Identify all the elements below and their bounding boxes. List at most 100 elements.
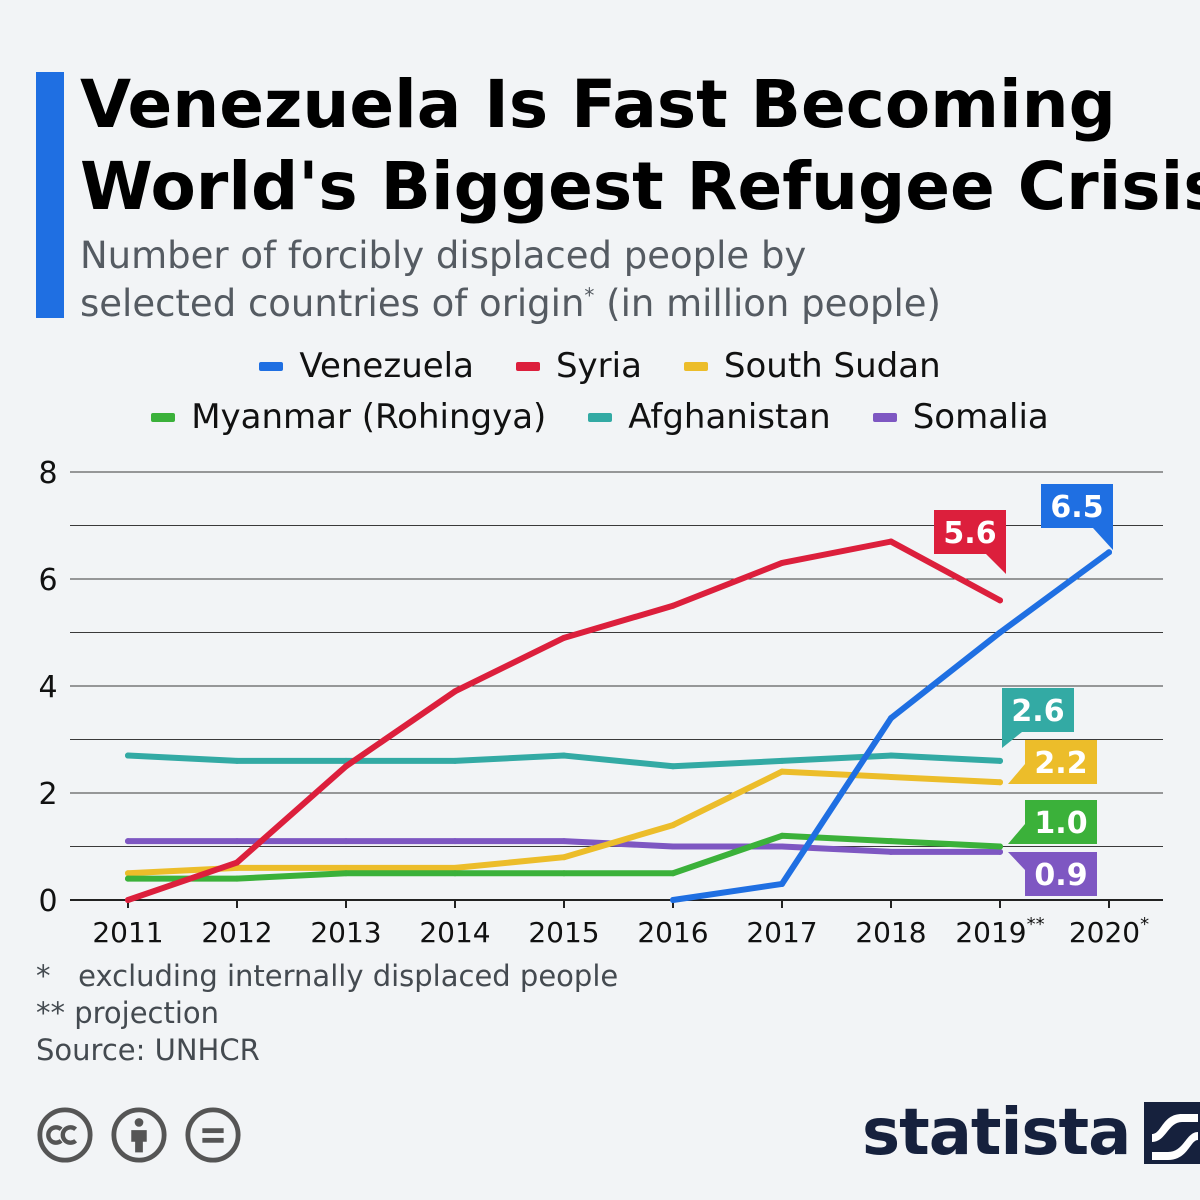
data-point — [452, 864, 458, 871]
data-point — [343, 838, 349, 845]
data-point — [561, 838, 567, 845]
end-label-box-venezuela — [1041, 484, 1113, 528]
source-note: Source: UNHCR — [36, 1033, 260, 1067]
subtitle-line-1: Number of forcibly displaced people by — [80, 234, 807, 277]
data-point — [997, 843, 1003, 850]
legend-item-somalia: Somalia — [872, 397, 1049, 437]
brand-wordmark: statista — [862, 1096, 1131, 1170]
legend-row-2: Myanmar (Rohingya) Afghanistan Somalia — [0, 397, 1200, 437]
title-line-2: World's Biggest Refugee Crisis — [80, 148, 1200, 225]
data-point — [234, 838, 240, 845]
x-tick-label: 2017 — [746, 916, 817, 949]
data-point — [561, 634, 567, 641]
data-point — [125, 870, 131, 877]
data-point — [997, 848, 1003, 855]
legend-item-myanmar: Myanmar (Rohingya) — [151, 397, 546, 437]
legend-label-somalia: Somalia — [912, 397, 1049, 437]
data-point — [888, 838, 894, 845]
subtitle-footnote-marker: * — [584, 283, 595, 308]
data-point — [234, 757, 240, 764]
data-point — [452, 757, 458, 764]
data-point — [125, 752, 131, 759]
title-line-1: Venezuela Is Fast Becoming — [80, 66, 1116, 143]
x-tick-label: 2018 — [855, 916, 926, 949]
data-point — [779, 559, 785, 566]
legend-swatch-syria — [515, 361, 540, 371]
subtitle-line-2-main: selected countries of origin — [80, 282, 585, 325]
legend-item-venezuela: Venezuela — [259, 346, 474, 386]
legend-row-1: Venezuela Syria South Sudan — [0, 346, 1200, 386]
x-tick-label: 2020* — [1069, 914, 1149, 949]
statista-logo-icon — [1144, 1102, 1200, 1164]
data-point — [997, 597, 1003, 604]
data-point — [997, 779, 1003, 786]
end-label-box-syria — [934, 510, 1006, 554]
license-icons — [36, 1106, 242, 1164]
end-label-pointer-south-sudan — [1008, 764, 1025, 784]
y-tick-label: 6 — [38, 563, 57, 598]
data-point — [343, 763, 349, 770]
data-point — [452, 870, 458, 877]
page-title: Venezuela Is Fast Becoming World's Bigge… — [80, 64, 1200, 228]
legend-label-venezuela: Venezuela — [299, 346, 474, 386]
subtitle-line-2: selected countries of origin* (in millio… — [80, 280, 1080, 328]
data-point — [670, 822, 676, 829]
y-tick-label: 4 — [38, 670, 57, 705]
data-point — [779, 757, 785, 764]
legend-label-south-sudan: South Sudan — [723, 346, 941, 386]
data-point — [125, 875, 131, 882]
data-point — [997, 757, 1003, 764]
data-point — [670, 763, 676, 770]
legend-swatch-afghanistan — [588, 412, 613, 422]
end-label-box-afghanistan — [1002, 688, 1074, 732]
data-point — [234, 875, 240, 882]
end-label-venezuela: 6.5 — [1050, 490, 1103, 525]
legend-swatch-somalia — [872, 412, 897, 422]
end-label-syria: 5.6 — [943, 516, 996, 551]
x-tick-label: 2016 — [637, 916, 708, 949]
end-label-box-south-sudan — [1025, 740, 1097, 784]
end-label-pointer-somalia — [1008, 852, 1025, 870]
y-tick-label: 0 — [38, 884, 57, 919]
end-label-myanmar-rohingya: 1.0 — [1034, 806, 1087, 841]
y-tick-label: 8 — [38, 456, 57, 491]
data-point — [125, 838, 131, 845]
data-point — [779, 832, 785, 839]
data-point — [670, 843, 676, 850]
data-point — [888, 752, 894, 759]
data-point — [997, 629, 1003, 636]
data-point — [779, 843, 785, 850]
data-point — [234, 864, 240, 871]
no-derivatives-icon[interactable] — [184, 1106, 242, 1164]
x-tick-label: 2014 — [419, 916, 490, 949]
legend-label-syria: Syria — [555, 346, 642, 386]
data-point — [670, 897, 676, 903]
y-tick-label: 2 — [38, 777, 57, 812]
end-label-box-myanmar-rohingya — [1025, 800, 1097, 844]
cc-icon[interactable] — [36, 1106, 94, 1164]
data-point — [452, 838, 458, 845]
footnote-excluding-idp: * excluding internally displaced people — [36, 959, 619, 993]
end-label-pointer-syria — [986, 554, 1006, 574]
end-label-south-sudan: 2.2 — [1034, 746, 1087, 781]
data-point — [888, 538, 894, 545]
attribution-icon[interactable] — [110, 1106, 168, 1164]
subtitle-line-2-unit: (in million people) — [594, 282, 941, 325]
data-point — [779, 768, 785, 775]
data-point — [234, 859, 240, 866]
legend-item-syria: Syria — [515, 346, 642, 386]
subtitle: Number of forcibly displaced people by s… — [80, 232, 1080, 328]
legend-item-south-sudan: South Sudan — [683, 346, 941, 386]
end-label-pointer-venezuela — [1093, 528, 1113, 550]
data-point — [670, 870, 676, 877]
legend-label-afghanistan: Afghanistan — [628, 397, 831, 437]
data-point — [1106, 549, 1112, 556]
x-tick-label: 2013 — [310, 916, 381, 949]
data-point — [125, 897, 131, 903]
data-point — [670, 602, 676, 609]
end-label-box-somalia — [1025, 852, 1097, 896]
legend-item-afghanistan: Afghanistan — [588, 397, 831, 437]
data-point — [561, 854, 567, 861]
x-tick-label: 2012 — [201, 916, 272, 949]
statista-brand: statista — [862, 1096, 1200, 1170]
